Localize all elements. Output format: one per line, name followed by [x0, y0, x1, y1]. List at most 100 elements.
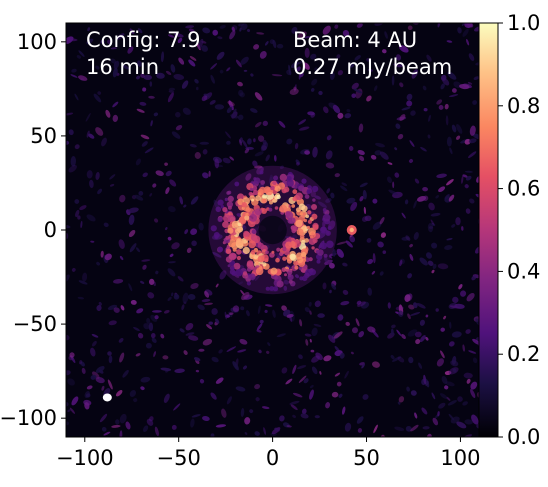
noise-speckle — [74, 93, 79, 101]
noise-speckle — [149, 81, 153, 87]
noise-speckle — [96, 261, 101, 266]
noise-speckle — [240, 408, 245, 417]
noise-speckle — [167, 92, 174, 103]
noise-speckle — [354, 55, 361, 61]
colorbar-axis: 0.0 0.2 0.4 0.6 0.8 1.0 — [498, 11, 540, 449]
noise-speckle — [243, 69, 248, 72]
noise-speckle — [414, 412, 418, 419]
noise-speckle — [224, 311, 227, 320]
noise-speckle — [110, 58, 117, 64]
ring-speckle — [253, 177, 261, 184]
noise-speckle — [390, 328, 394, 336]
noise-speckle — [125, 421, 131, 430]
noise-speckle — [226, 67, 231, 72]
noise-speckle — [353, 88, 363, 94]
noise-speckle — [297, 365, 307, 370]
noise-speckle — [136, 308, 144, 314]
noise-speckle — [382, 250, 387, 255]
colorbar-tick-label: 0.2 — [507, 342, 540, 366]
noise-speckle — [211, 356, 219, 363]
noise-speckle — [281, 367, 288, 374]
ring-speckle — [279, 251, 284, 256]
ring-speckle — [227, 205, 232, 210]
noise-speckle — [97, 188, 103, 195]
ring-speckle — [298, 203, 306, 211]
noise-speckle — [326, 135, 332, 141]
ring-speckle — [306, 189, 311, 195]
noise-speckle — [310, 53, 317, 60]
noise-speckle — [356, 23, 363, 28]
noise-speckle — [461, 226, 464, 231]
noise-speckle — [174, 368, 185, 374]
y-tick-label: 0 — [44, 218, 57, 242]
noise-speckle — [370, 154, 377, 160]
noise-speckle — [303, 378, 309, 384]
noise-speckle — [444, 245, 453, 250]
noise-speckle — [212, 251, 222, 258]
y-tick-label: 100 — [17, 30, 57, 54]
noise-speckle — [129, 28, 135, 35]
noise-speckle — [100, 39, 105, 45]
point-source-core — [349, 227, 354, 233]
ring-speckle — [305, 214, 310, 219]
noise-speckle — [338, 393, 343, 398]
noise-speckle — [189, 143, 197, 148]
ring-speckle — [311, 204, 317, 210]
ring-speckle — [307, 219, 312, 224]
noise-speckle — [119, 430, 123, 437]
noise-speckle — [314, 300, 321, 308]
time-text: 16 min — [86, 55, 159, 79]
ring-speckle — [222, 221, 229, 229]
noise-speckle — [328, 334, 336, 343]
noise-speckle — [366, 58, 370, 62]
noise-speckle — [414, 178, 420, 184]
noise-speckle — [454, 303, 465, 309]
noise-speckle — [179, 196, 184, 205]
noise-speckle — [290, 404, 298, 411]
ring-speckle — [311, 213, 318, 220]
noise-speckle — [340, 300, 350, 306]
ring-speckle — [283, 186, 290, 193]
noise-speckle — [136, 75, 141, 80]
ring-speckle — [291, 204, 296, 208]
noise-speckle — [109, 183, 115, 187]
noise-speckle — [409, 244, 413, 248]
x-tick-label: 0 — [266, 446, 279, 470]
noise-speckle — [322, 25, 331, 35]
noise-speckle — [326, 188, 331, 194]
noise-speckle — [252, 160, 258, 167]
noise-speckle — [430, 219, 435, 225]
noise-speckle — [435, 308, 439, 312]
noise-speckle — [244, 148, 250, 154]
noise-speckle — [431, 269, 435, 274]
noise-speckle — [253, 138, 256, 143]
noise-speckle — [358, 331, 365, 338]
ring-speckle — [306, 225, 311, 230]
noise-speckle — [152, 183, 157, 188]
noise-speckle — [350, 351, 354, 355]
noise-speckle — [372, 198, 378, 204]
noise-speckle — [374, 150, 382, 156]
noise-speckle — [262, 120, 268, 127]
noise-speckle — [296, 162, 300, 166]
ring-speckle — [295, 192, 303, 201]
noise-speckle — [462, 174, 468, 178]
noise-speckle — [395, 54, 402, 61]
ring-speckle — [290, 225, 297, 231]
noise-speckle — [245, 173, 252, 181]
noise-speckle — [266, 350, 270, 354]
ring-speckle — [235, 269, 243, 277]
noise-speckle — [256, 32, 265, 35]
noise-speckle — [165, 187, 170, 195]
noise-speckle — [112, 67, 118, 78]
noise-speckle — [143, 74, 152, 81]
ring-speckle — [255, 261, 259, 266]
noise-speckle — [456, 421, 467, 429]
noise-speckle — [96, 305, 102, 311]
noise-speckle — [144, 147, 154, 154]
noise-speckle — [336, 381, 342, 387]
noise-speckle — [382, 49, 387, 54]
noise-speckle — [140, 386, 145, 391]
ring-speckle — [269, 200, 273, 205]
noise-speckle — [465, 208, 471, 214]
